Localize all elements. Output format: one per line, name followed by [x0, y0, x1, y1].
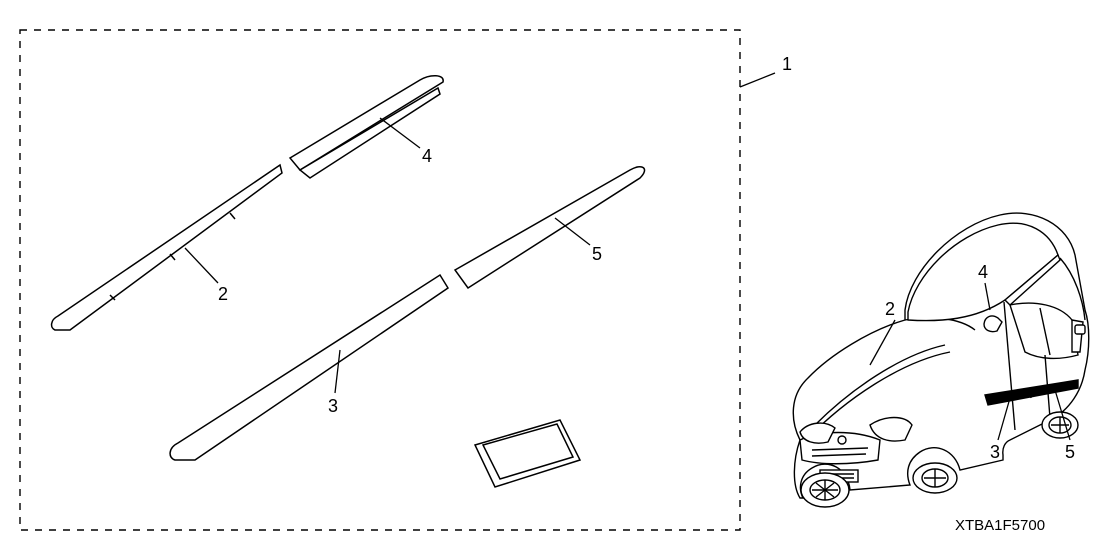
car-callout-2: 2 — [885, 299, 895, 319]
car-callout-3: 3 — [990, 442, 1000, 462]
car-illustration — [793, 213, 1088, 507]
callout-4: 4 — [422, 146, 432, 166]
callout-2: 2 — [218, 284, 228, 304]
parts-diagram: 1 2 4 3 5 — [0, 0, 1108, 553]
garnish-part-3 — [170, 275, 448, 460]
template-pad — [475, 420, 580, 487]
garnish-part-2 — [52, 165, 282, 330]
garnish-part-4 — [290, 76, 443, 178]
car-callout-5: 5 — [1065, 442, 1075, 462]
callout-3: 3 — [328, 396, 338, 416]
part-code: XTBA1F5700 — [955, 517, 1045, 534]
car-callout-4: 4 — [978, 262, 988, 282]
callout-5: 5 — [592, 244, 602, 264]
callout-1: 1 — [782, 54, 792, 74]
garnish-part-5 — [455, 167, 645, 288]
